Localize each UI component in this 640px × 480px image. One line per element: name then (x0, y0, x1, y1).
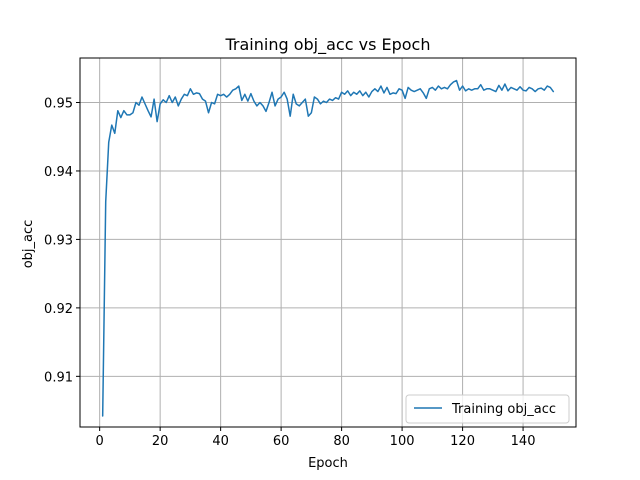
x-axis-label: Epoch (308, 456, 348, 471)
x-tick-label: 60 (273, 434, 290, 449)
x-tick-label: 120 (450, 434, 475, 449)
x-tick-label: 0 (96, 434, 104, 449)
y-tick-label: 0.95 (44, 96, 73, 111)
axes-frame (79, 57, 577, 428)
ticks: 0 20 40 60 80 100 120 140 0.91 0.92 0.93 0.94 0.95 (44, 96, 535, 449)
plot-area (101, 79, 555, 417)
x-tick-label: 80 (333, 434, 350, 449)
legend: Training obj_acc (405, 394, 570, 424)
series-line-training-obj-acc (101, 79, 555, 417)
legend-label: Training obj_acc (451, 402, 556, 417)
x-tick-label: 140 (511, 434, 536, 449)
y-tick-label: 0.92 (44, 302, 73, 317)
x-tick-label: 40 (212, 434, 229, 449)
x-tick-label: 100 (390, 434, 415, 449)
y-tick-label: 0.91 (44, 370, 73, 385)
x-tick-label: 20 (152, 434, 169, 449)
grid (80, 58, 576, 427)
chart-title: Training obj_acc vs Epoch (225, 35, 431, 55)
y-tick-label: 0.93 (44, 233, 73, 248)
legend-box (405, 394, 570, 424)
y-tick-label: 0.94 (44, 165, 73, 180)
y-axis-label: obj_acc (21, 220, 36, 269)
